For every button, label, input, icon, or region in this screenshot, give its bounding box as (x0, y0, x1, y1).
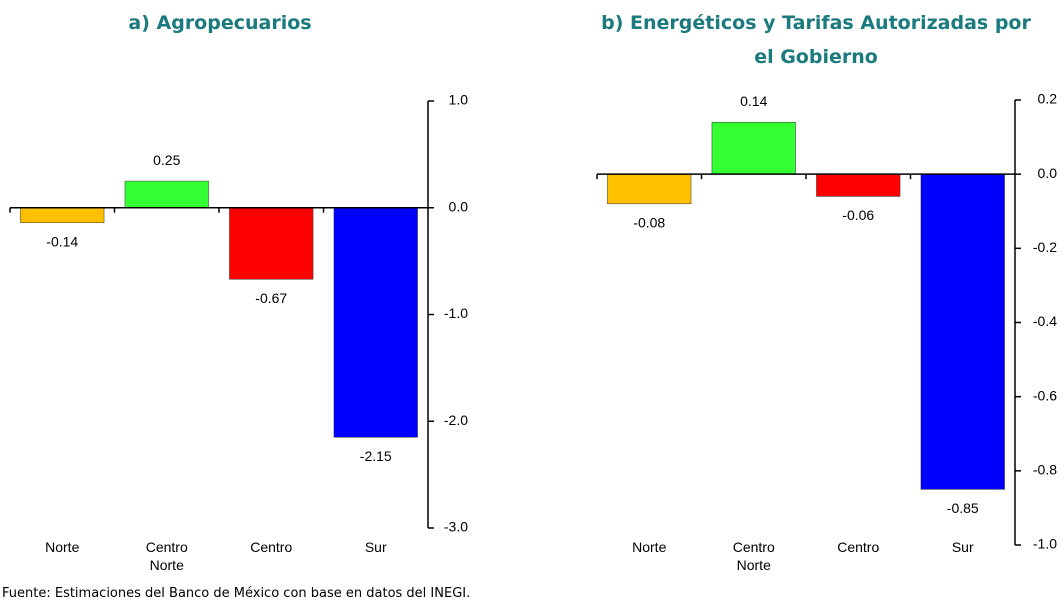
x-tick-label: Norte (632, 539, 666, 555)
x-tick-label: Norte (45, 539, 79, 555)
y-tick-label: 0.2 (1038, 91, 1058, 107)
x-tick-label: Centro Norte (733, 539, 775, 573)
y-tick-label: 0.0 (449, 198, 469, 214)
value-label: -0.85 (947, 500, 979, 516)
y-tick-label: -0.2 (1033, 239, 1057, 255)
value-label: -0.14 (46, 233, 78, 249)
y-tick-label: -0.8 (1033, 462, 1057, 478)
y-tick-label: -1.0 (1033, 536, 1057, 552)
value-label: 0.14 (740, 93, 767, 109)
bar (920, 173, 1005, 490)
chart-title: b) Energéticos y Tarifas Autorizadas por… (601, 12, 1031, 68)
y-tick-label: 1.0 (449, 92, 469, 108)
x-tick-label: Centro Norte (146, 539, 188, 573)
bar (711, 122, 796, 175)
chart-title: a) Agropecuarios (128, 12, 312, 34)
x-tick-label: Centro (837, 539, 879, 555)
bar (816, 173, 901, 197)
x-tick-label: Sur (365, 539, 387, 555)
bar (124, 180, 209, 208)
y-tick-label: -0.6 (1033, 387, 1057, 403)
bar (229, 207, 314, 280)
y-tick-label: -2.0 (444, 412, 468, 428)
value-label: -0.06 (842, 207, 874, 223)
x-tick-label: Centro (250, 539, 292, 555)
value-label: -0.67 (255, 290, 287, 306)
y-tick-label: -0.4 (1033, 313, 1057, 329)
y-tick-label: -3.0 (444, 519, 468, 535)
value-label: -2.15 (360, 448, 392, 464)
bar (20, 207, 105, 223)
footnote: Fuente: Estimaciones del Banco de México… (2, 586, 471, 601)
value-label: -0.08 (633, 215, 665, 231)
bar (607, 173, 692, 205)
value-label: 0.25 (153, 152, 180, 168)
x-tick-label: Sur (952, 539, 974, 555)
y-tick-label: 0.0 (1038, 165, 1058, 181)
bar (333, 207, 418, 438)
y-tick-label: -1.0 (444, 305, 468, 321)
